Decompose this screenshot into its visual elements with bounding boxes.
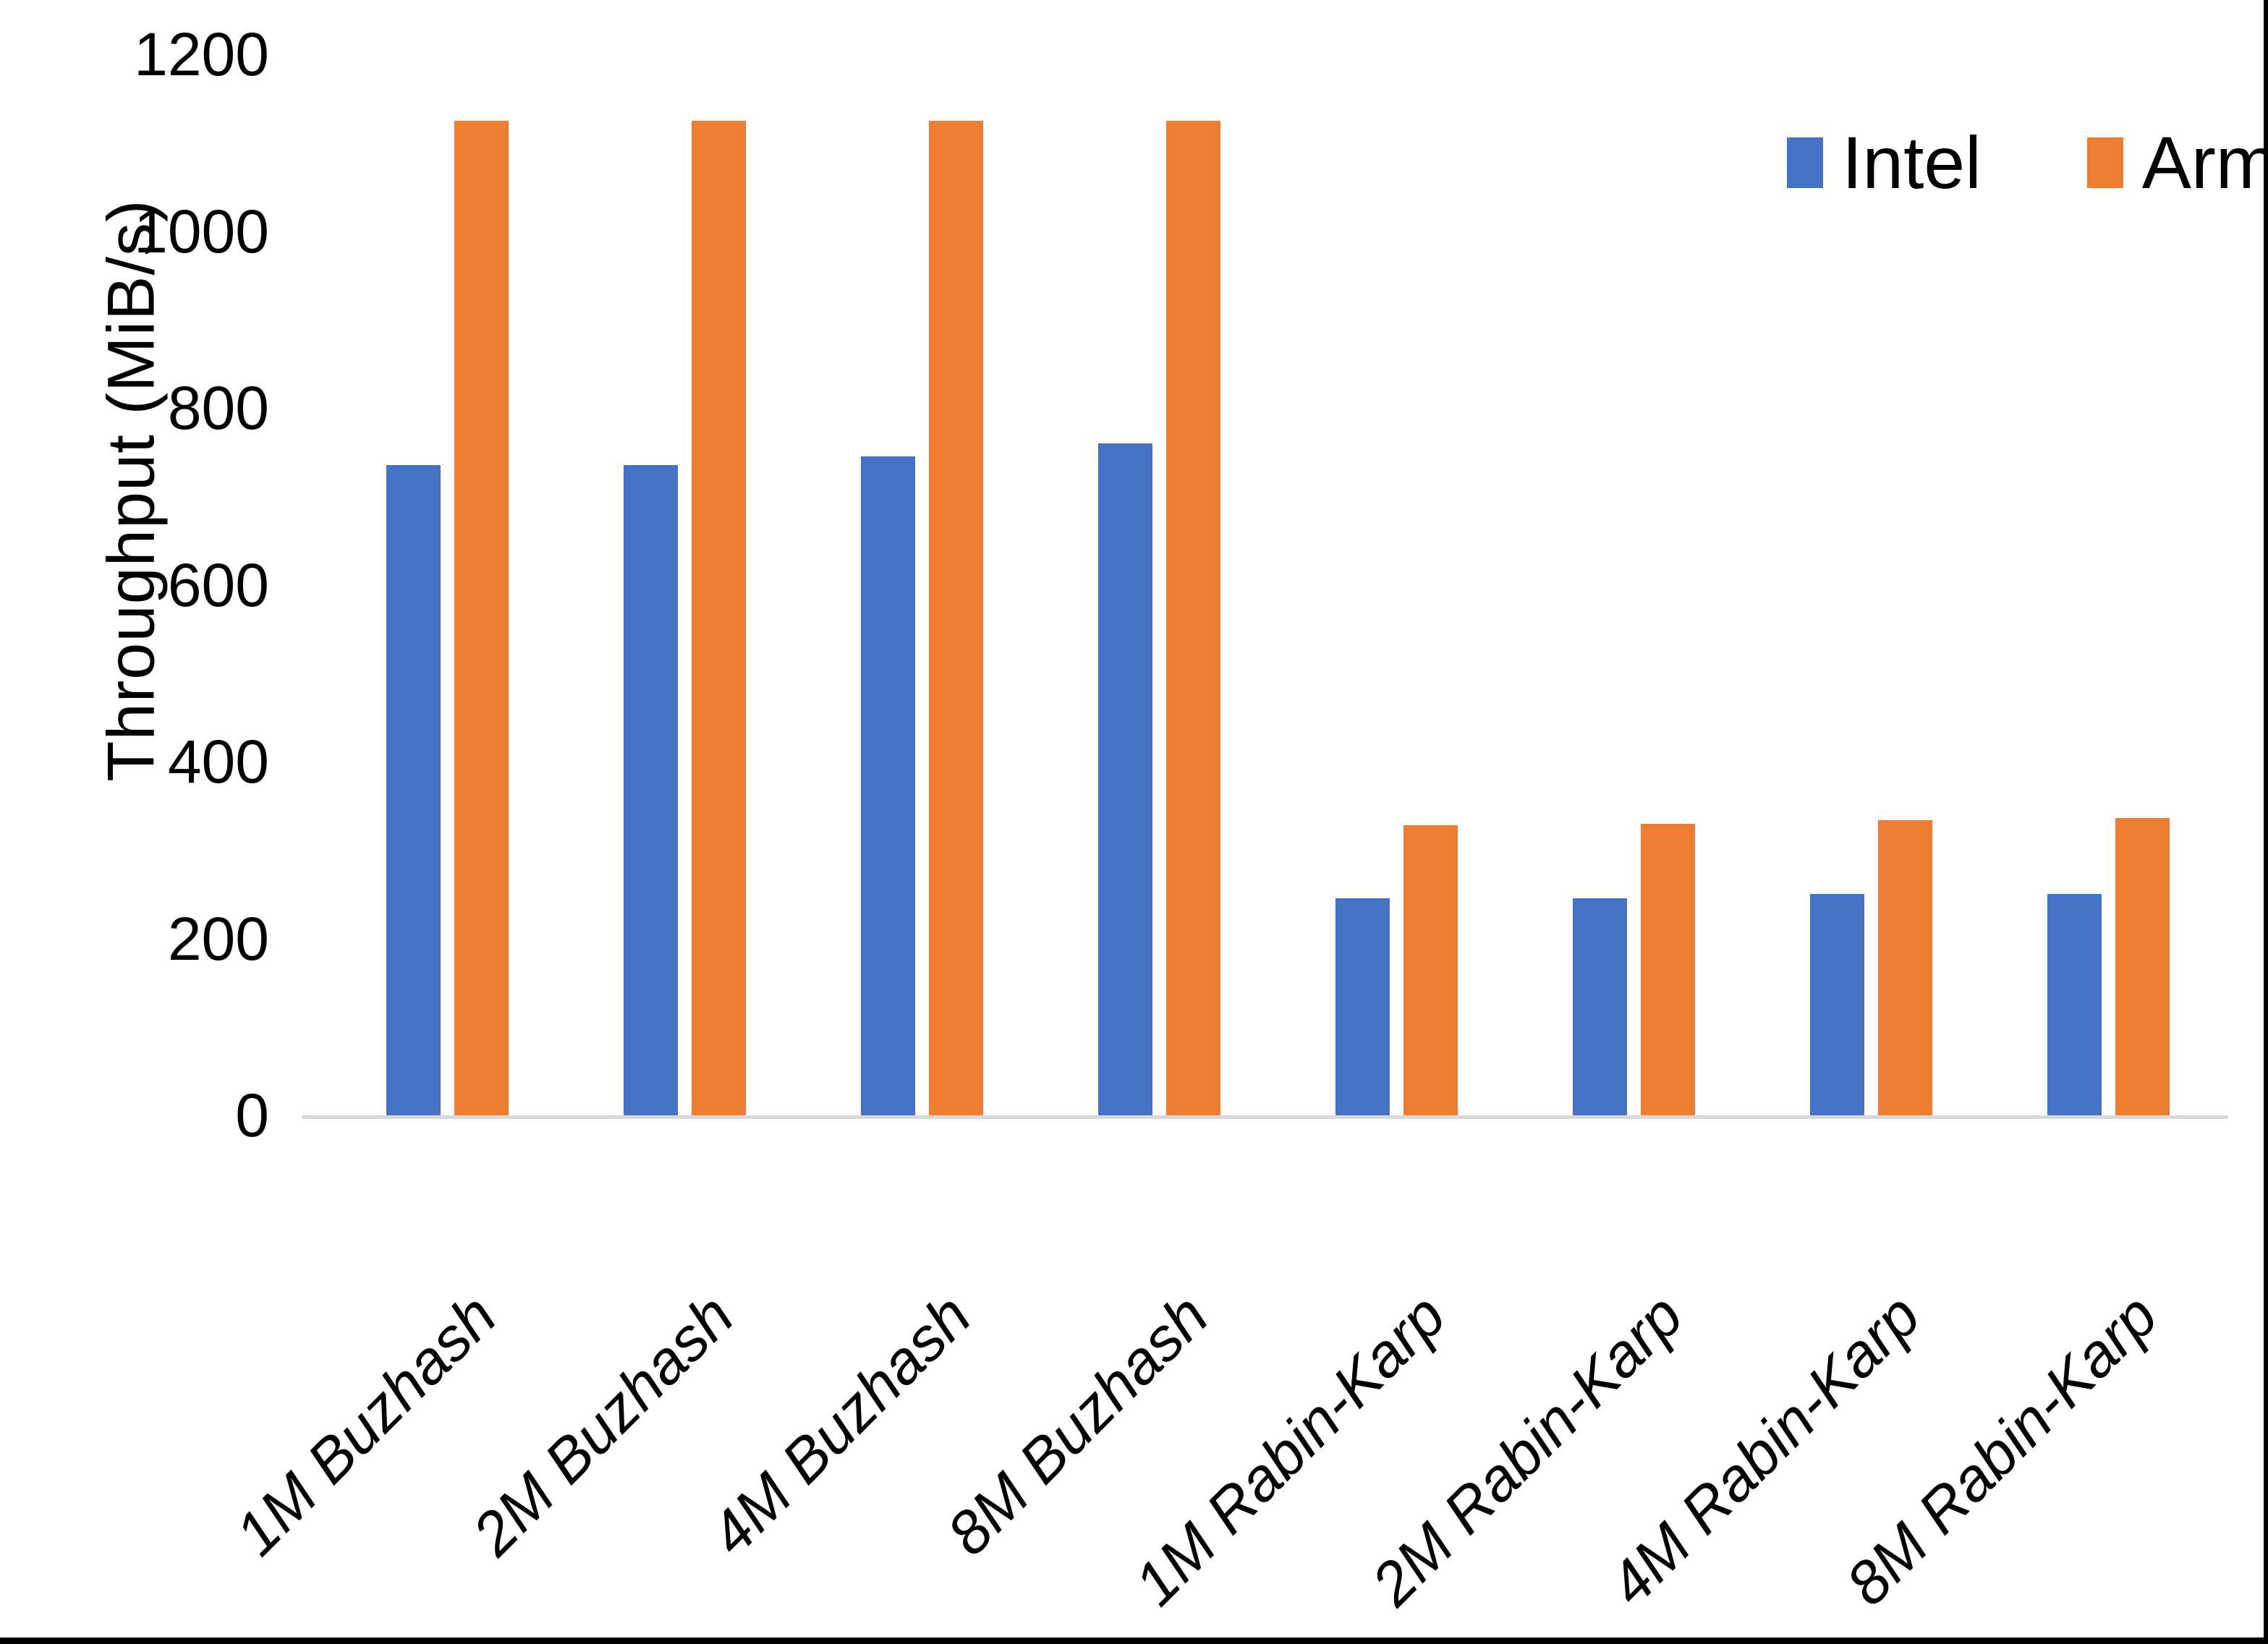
bar-intel-1 xyxy=(386,465,441,1115)
x-axis-line xyxy=(302,1115,2228,1119)
bar-arm-7 xyxy=(1878,820,1932,1115)
bar-arm-8 xyxy=(2115,818,2170,1115)
y-tick-label: 800 xyxy=(167,374,269,442)
y-tick-label: 600 xyxy=(167,550,269,619)
legend-label-intel: Intel xyxy=(1842,122,1982,204)
bar-arm-5 xyxy=(1403,825,1458,1115)
bar-intel-7 xyxy=(1810,894,1864,1115)
bar-arm-6 xyxy=(1641,824,1695,1115)
bar-arm-2 xyxy=(692,121,746,1115)
y-tick-label: 200 xyxy=(167,904,269,973)
y-tick-label: 400 xyxy=(167,728,269,796)
y-tick-label: 1200 xyxy=(134,20,269,88)
bar-intel-6 xyxy=(1573,898,1627,1115)
bar-intel-2 xyxy=(624,465,678,1115)
bar-arm-3 xyxy=(929,121,983,1115)
legend-swatch-intel xyxy=(1787,137,1823,188)
legend: Intel Arm xyxy=(1787,122,2268,204)
bar-arm-1 xyxy=(454,121,509,1115)
legend-label-arm: Arm xyxy=(2141,122,2268,204)
bar-intel-4 xyxy=(1098,443,1152,1115)
legend-swatch-arm xyxy=(2086,137,2123,188)
y-tick-label: 0 xyxy=(235,1081,269,1149)
bar-intel-5 xyxy=(1335,898,1390,1115)
bar-intel-3 xyxy=(861,456,915,1115)
bar-arm-4 xyxy=(1166,121,1220,1115)
y-tick-label: 1000 xyxy=(134,197,269,265)
y-axis-title: Throughput (MiB/s) xyxy=(94,199,169,782)
bar-intel-8 xyxy=(2047,894,2102,1115)
